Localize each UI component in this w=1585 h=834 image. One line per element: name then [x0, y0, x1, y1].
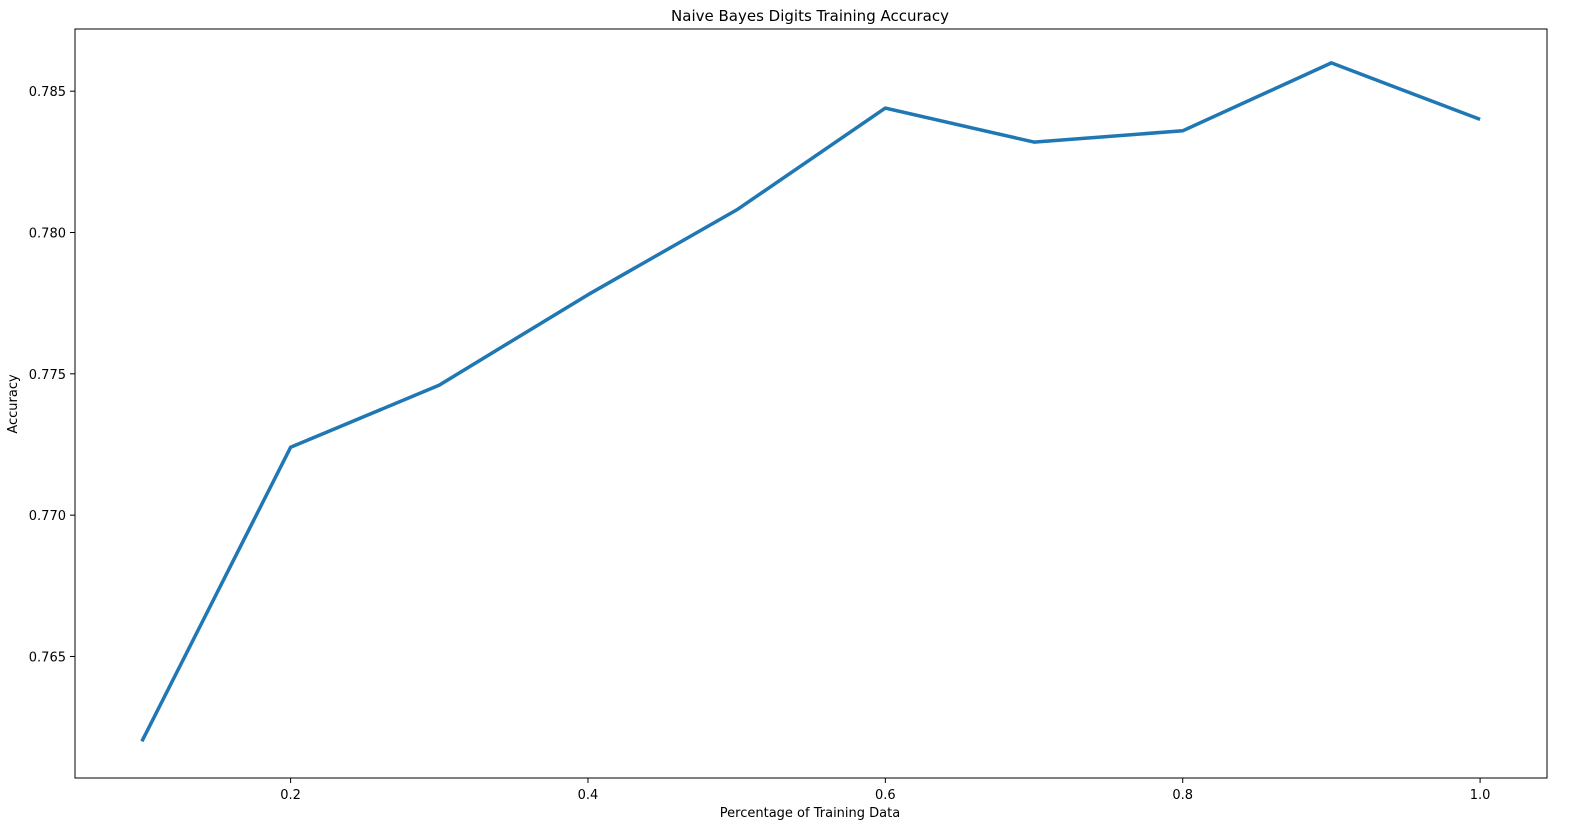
- series-line: [140, 61, 1481, 743]
- series-layer: [140, 61, 1481, 743]
- y-tick-label: 0.775: [29, 368, 66, 383]
- x-tick-label: 0.8: [1172, 788, 1193, 803]
- y-tick-label: 0.785: [29, 85, 66, 100]
- chart-title: Naive Bayes Digits Training Accuracy: [671, 7, 949, 25]
- y-tick-label: 0.770: [29, 509, 66, 524]
- x-tick-label: 1.0: [1470, 788, 1491, 803]
- x-axis-label: Percentage of Training Data: [720, 806, 900, 821]
- x-axis-ticks: 0.2 0.4 0.6 0.8 1.0: [280, 778, 1490, 803]
- x-tick-label: 0.4: [578, 788, 599, 803]
- x-tick-label: 0.2: [280, 788, 301, 803]
- plot-frame: [74, 28, 1548, 779]
- y-axis-ticks: 0.765 0.770 0.775 0.780 0.785: [29, 85, 75, 665]
- y-tick-label: 0.780: [29, 227, 66, 242]
- y-axis-label: Accuracy: [6, 374, 21, 434]
- x-tick-label: 0.6: [875, 788, 896, 803]
- y-tick-label: 0.765: [29, 650, 66, 665]
